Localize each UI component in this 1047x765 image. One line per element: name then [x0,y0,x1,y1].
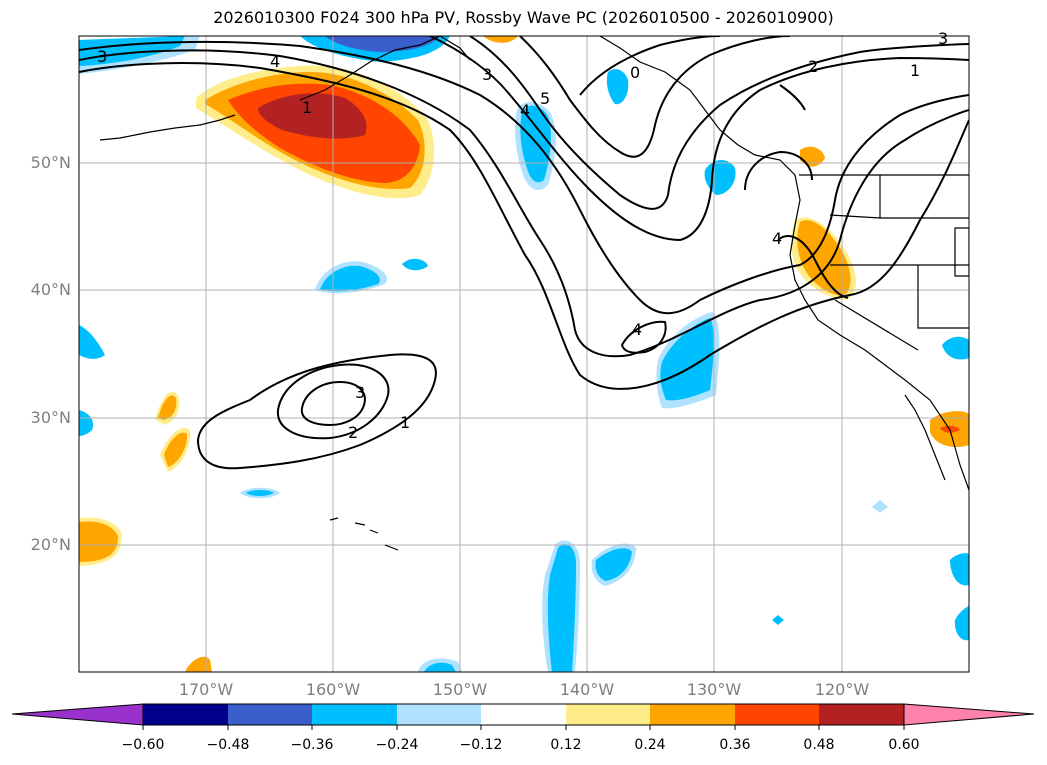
positive-anomaly-north-small [483,36,518,43]
lat-label: 20°N [30,535,71,554]
positive-anomaly-wa [800,146,825,167]
contour-line [276,363,390,440]
lat-label: 30°N [30,408,71,427]
contour-label: 2 [808,57,818,76]
colorbar-segment [143,704,228,725]
lon-label: 150°W [432,680,488,699]
positive-anomaly-30n-170w-mid [158,395,177,420]
colorbar-frame [142,703,905,726]
contour-label: 4 [520,101,530,120]
colorbar-tick-label: −0.48 [206,737,250,753]
colorbar-tick-label: −0.12 [459,737,503,753]
contour-labels: 3 4 1 3 4 5 0 2 1 3 4 4 3 2 1 [97,29,948,442]
colorbar-tick-label: −0.36 [290,737,334,753]
map-frame [78,35,970,673]
contour-line [620,320,667,354]
negative-anomaly-west-edge [79,325,105,359]
colorbar-tick-label: 0.36 [719,737,751,753]
contour-line [79,40,969,315]
lon-label: 130°W [686,680,742,699]
negative-anomaly-nw-coast [704,159,736,195]
positive-anomaly-gulf-of-alaska-max [258,93,367,139]
positive-anomaly-28n-170w-mid [164,432,188,467]
colorbar-segment [735,704,819,725]
colorbar-tick-label: 0.48 [803,737,835,753]
negative-anomaly-40n-160w-mid [320,265,380,292]
contour-label: 5 [540,89,550,108]
contour-line [777,235,849,299]
contour-line [469,36,969,210]
positive-anomaly-south-170w [185,656,212,672]
lon-label: 140°W [559,680,615,699]
contour-label: 3 [482,65,492,84]
negative-anomaly-tiny [772,615,784,625]
colorbar-segment [481,704,566,725]
contour-label: 1 [910,61,920,80]
negative-anomaly-24n-165w-mid [246,490,274,496]
contour-label: 1 [302,98,312,117]
negative-anomaly-40n-152w [402,258,428,271]
negative-anomaly-small-sub [872,500,888,513]
contour-line [519,36,791,158]
contour-label: 3 [355,383,365,402]
contour-line [744,150,813,191]
colorbar-segment [397,704,481,725]
negative-anomaly-west-edge-2 [79,410,94,436]
contour-label: 2 [348,423,358,442]
colorbar-tick-label: 0.12 [550,737,582,753]
negative-anomaly-alaska-strong [325,36,440,52]
contour-label: 3 [938,29,948,48]
map-title: 2026010300 F024 300 hPa PV, Rossby Wave … [213,8,834,27]
colorbar-tick-label: 0.60 [888,737,920,753]
lat-label: 50°N [30,153,71,172]
negative-anomaly-south-155w-mid [424,662,456,672]
contour-line [429,36,969,242]
positive-anomaly-west-edge-mid [79,521,118,562]
contour-label: 4 [772,229,782,248]
map-grid [79,36,969,672]
colorbar [11,703,1035,730]
colorbar-segment [819,704,904,725]
lat-label: 40°N [30,280,71,299]
colorbar-extend-min [11,703,144,726]
contour-line [196,353,437,470]
negative-anomaly-33n-132w-mid [660,318,714,401]
colorbar-extend-max [903,703,1035,726]
colorbar-segment [566,704,650,725]
positive-anomaly-california-mid [797,220,851,296]
negative-anomaly-small-nw [606,69,629,105]
colorbar-tick-label: 0.24 [634,737,666,753]
negative-anomaly-south-140w-mid [595,548,632,581]
lon-label: 170°W [178,680,234,699]
coastlines [99,36,969,551]
contours [79,36,969,470]
contour-label: 3 [97,47,107,66]
colorbar-segment [650,704,735,725]
contour-label: 1 [400,413,410,432]
lon-label: 160°W [305,680,361,699]
colorbar-segment [312,704,397,725]
negative-anomaly-right-edge-2 [950,553,969,586]
contour-label: 4 [270,52,280,71]
colorbar-tick-label: −0.60 [121,737,165,753]
contour-label: 4 [632,320,642,339]
contour-label: 0 [630,63,640,82]
contour-line [300,380,366,427]
negative-anomaly-right-edge [942,336,969,360]
contour-line [79,62,969,390]
contour-line [779,84,806,111]
contour-line [579,36,721,96]
negative-anomaly-right-edge-3 [954,606,969,641]
colorbar-segment [228,704,312,725]
negative-anomaly-south-145w-mid [547,544,576,672]
lon-label: 120°W [814,680,870,699]
colorbar-tick-label: −0.24 [375,737,419,753]
pv-shading-layer [79,36,969,672]
contour-line [79,49,969,358]
